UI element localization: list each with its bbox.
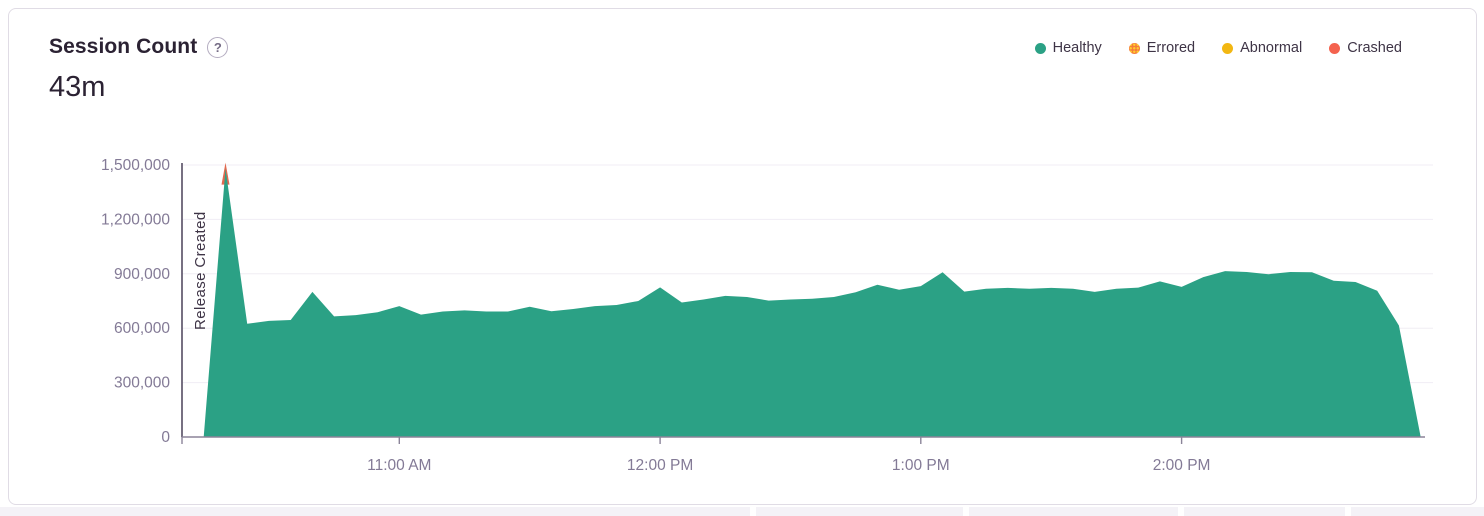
x-tick-label: 2:00 PM (1153, 457, 1211, 474)
chart-legend: Healthy Errored Abnormal Crashed (1034, 40, 1402, 56)
release-line-label: Release Created (192, 211, 209, 330)
legend-label-healthy: Healthy (1052, 40, 1102, 56)
y-tick-label: 300,000 (114, 375, 170, 392)
page-title: Session Count (49, 35, 198, 58)
legend-label-crashed: Crashed (1347, 40, 1402, 56)
legend-dot-crashed-icon (1329, 42, 1341, 54)
session-total-value: 43m (49, 71, 106, 103)
legend-label-abnormal: Abnormal (1240, 40, 1303, 56)
y-tick-label: 600,000 (114, 320, 170, 337)
legend-dot-healthy-icon (1034, 42, 1046, 54)
chart-svg[interactable]: Release Created 11:00 AM 12:00 PM 1:00 PM 2:… (0, 140, 1484, 485)
legend-item-errored[interactable]: Errored (1128, 40, 1196, 56)
legend-item-crashed[interactable]: Crashed (1329, 40, 1402, 56)
help-icon[interactable]: ? (207, 36, 229, 58)
session-count-chart[interactable]: Release Created 11:00 AM 12:00 PM 1:00 PM 2:… (0, 140, 1484, 485)
healthy-series-area[interactable] (203, 168, 1421, 437)
legend-dot-errored-icon (1128, 42, 1140, 54)
legend-item-healthy[interactable]: Healthy (1034, 40, 1102, 56)
y-tick-label: 900,000 (114, 266, 170, 283)
card-header: Session Count ? 43m (49, 35, 1436, 135)
x-tick-label: 11:00 AM (367, 457, 431, 474)
legend-item-abnormal[interactable]: Abnormal (1222, 40, 1302, 56)
y-tick-label: 1,200,000 (101, 211, 170, 228)
legend-dot-abnormal-icon (1222, 42, 1234, 54)
next-row-cards-edge (0, 507, 1484, 516)
y-tick-label: 0 (161, 429, 170, 446)
legend-label-errored: Errored (1146, 40, 1196, 56)
y-tick-label: 1,500,000 (101, 157, 170, 174)
x-tick-label: 12:00 PM (627, 457, 693, 474)
x-tick-label: 1:00 PM (892, 457, 950, 474)
